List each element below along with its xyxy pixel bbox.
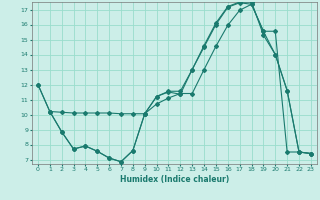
X-axis label: Humidex (Indice chaleur): Humidex (Indice chaleur): [120, 175, 229, 184]
